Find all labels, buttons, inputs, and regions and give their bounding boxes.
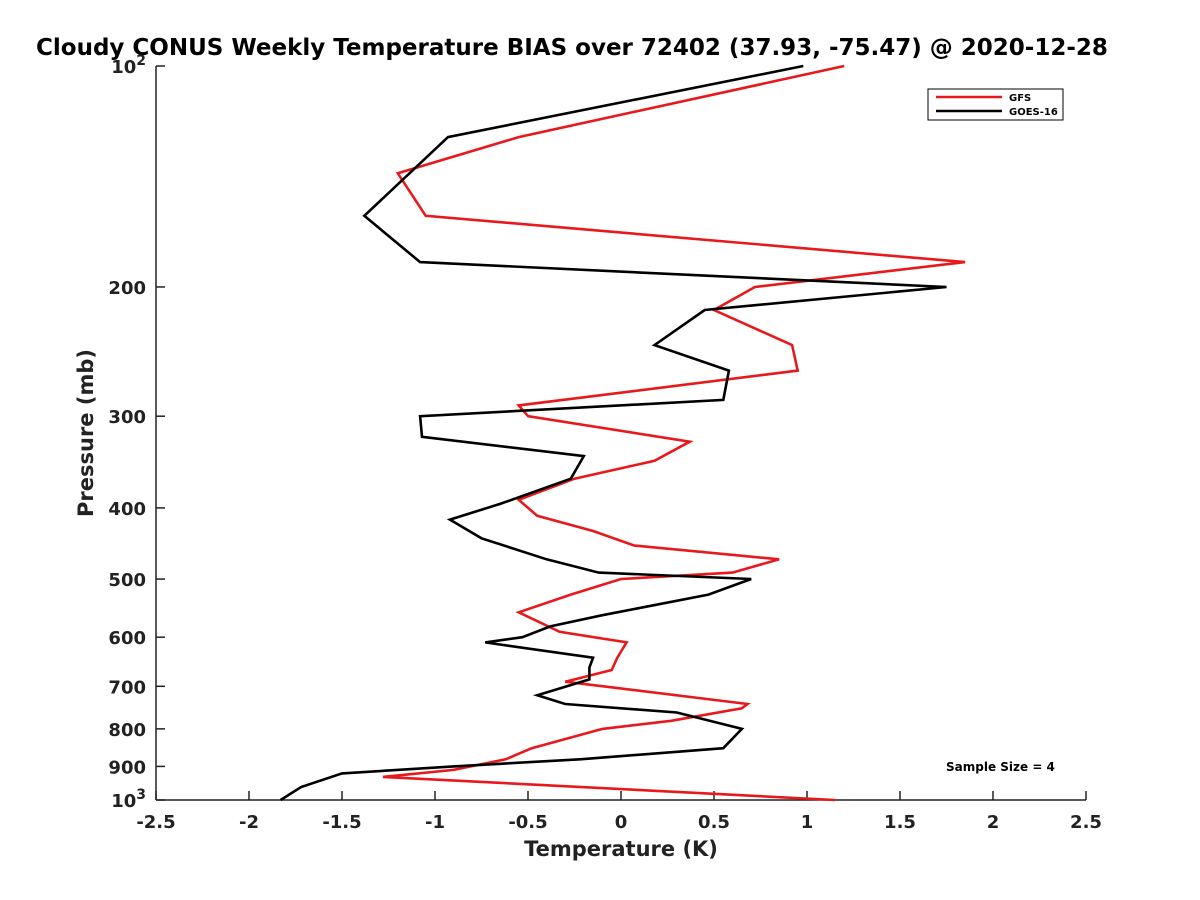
x-tick-label: -0.5 [508,812,547,833]
sample-size-annotation: Sample Size = 4 [946,760,1055,774]
y-tick-label: 200 [108,278,146,299]
plot-area [156,66,1086,800]
series-line-goes16 [279,64,947,802]
y-axis-label: Pressure (mb) [74,349,98,517]
y-tick-label: 800 [108,720,146,741]
x-tick-label: 1.5 [884,812,916,833]
x-tick-label: 0.5 [698,812,730,833]
x-tick-label: -2 [239,812,259,833]
y-tick-label: 103 [111,787,146,812]
legend: GFS GOES-16 [927,88,1064,121]
x-tick-label: -1.5 [322,812,361,833]
chart-title: Cloudy CONUS Weekly Temperature BIAS ove… [36,35,1108,61]
legend-box [927,88,1064,121]
x-tick-label: -1 [425,812,445,833]
y-axis: 102 200 300 400 500 600 700 800 900 103 [108,53,165,812]
y-tick-label: 900 [108,757,146,778]
x-tick-label: 0 [615,812,628,833]
y-tick-label: 400 [108,499,146,520]
x-tick-label: -2.5 [136,812,175,833]
x-tick-label: 2 [987,812,1000,833]
x-axis: -2.5 -2 -1.5 -1 -0.5 0 0.5 1 1.5 2 2.5 [136,791,1102,833]
y-tick-label: 700 [108,677,146,698]
series-lines [279,64,966,802]
y-tick-label: 500 [108,570,146,591]
y-tick-label: 102 [111,53,146,78]
legend-label-goes16: GOES-16 [1009,107,1058,118]
x-axis-label: Temperature (K) [524,837,718,861]
x-tick-label: 1 [801,812,814,833]
y-tick-label: 600 [108,628,146,649]
legend-label-gfs: GFS [1009,93,1031,104]
y-tick-label: 300 [108,407,146,428]
x-tick-label: 2.5 [1070,812,1102,833]
